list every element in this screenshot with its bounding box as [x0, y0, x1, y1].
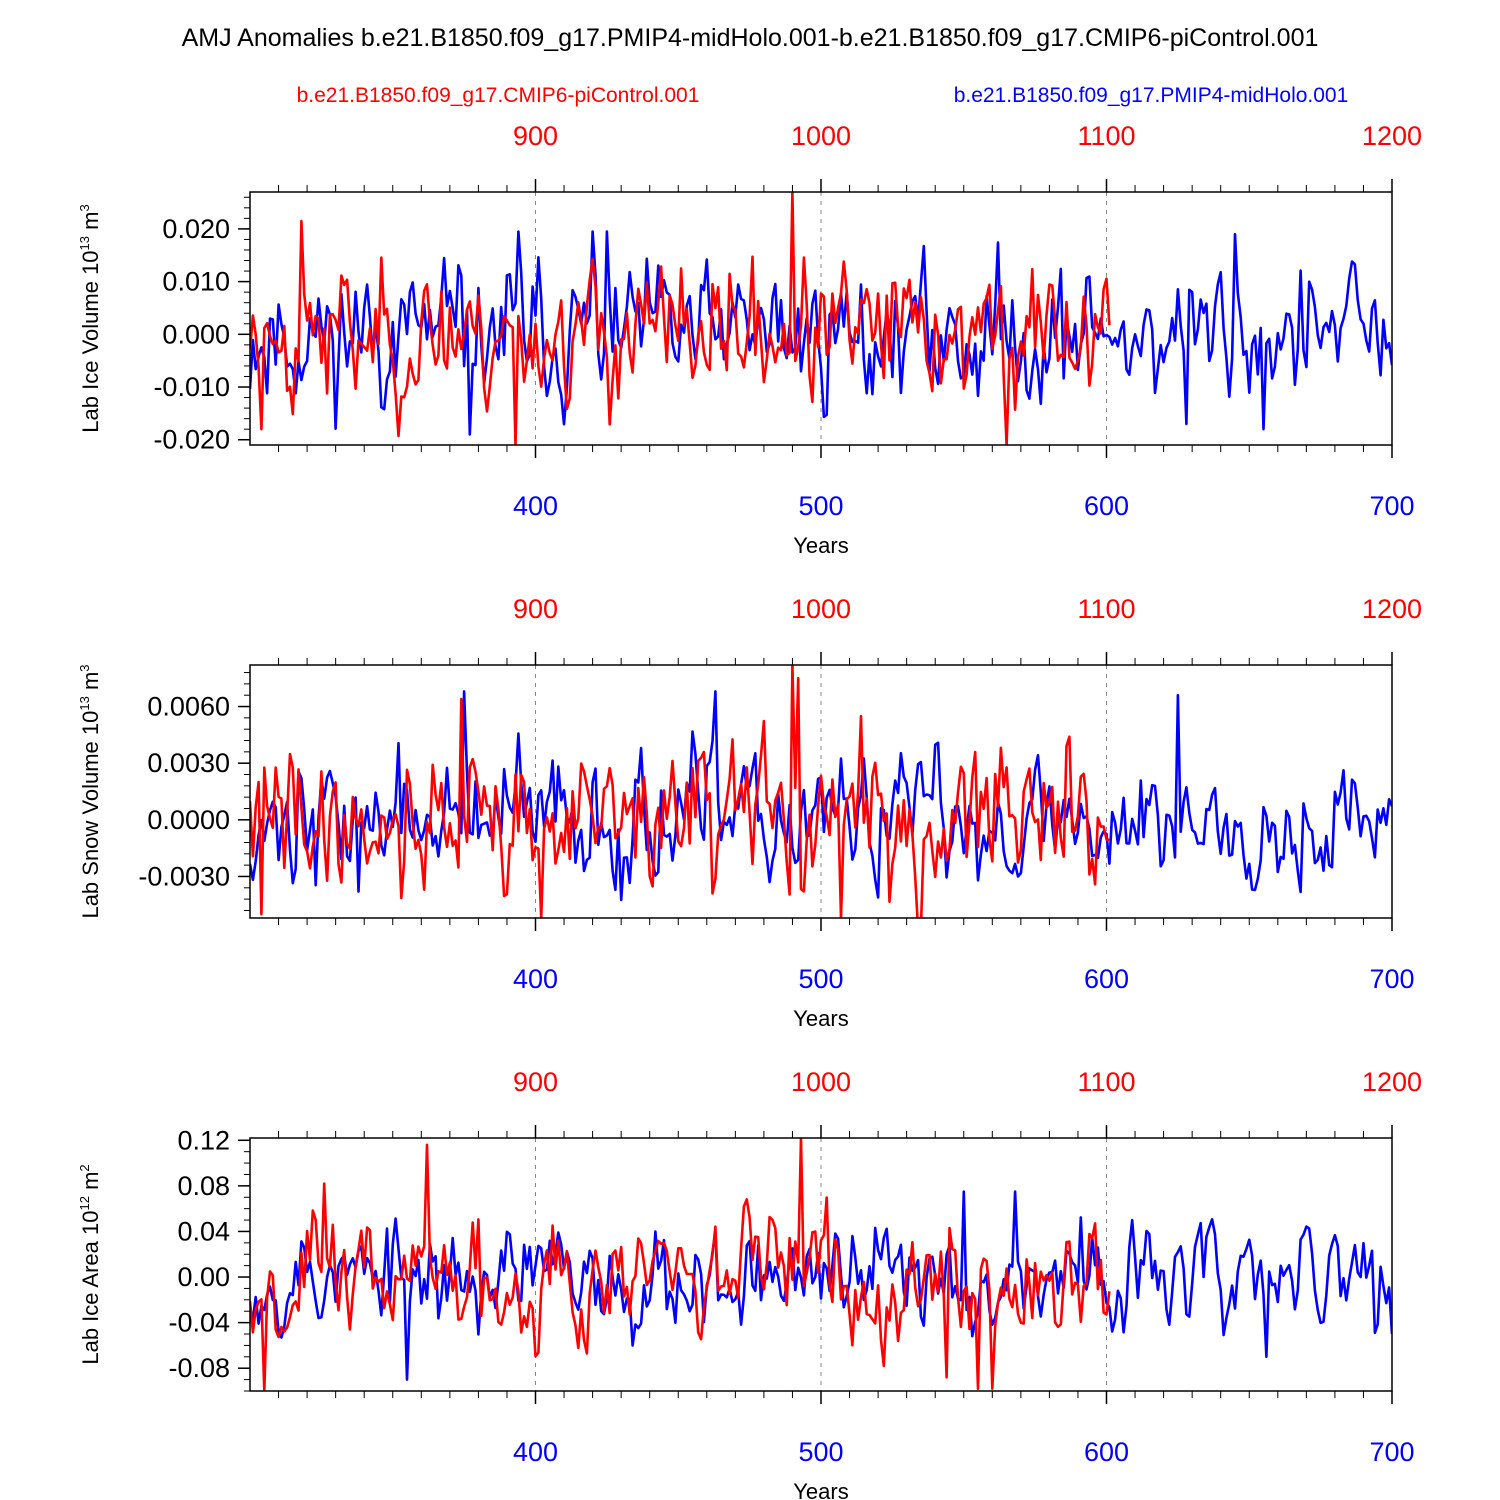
y-tick-label: -0.0030	[138, 861, 230, 891]
x-axis-label: Years	[793, 533, 848, 558]
y-tick-label: -0.08	[168, 1353, 230, 1383]
x-tick-label-bottom: 400	[513, 964, 558, 994]
y-tick-label: 0.0060	[147, 692, 230, 722]
x-tick-label-bottom: 500	[798, 964, 843, 994]
y-tick-label: 0.0000	[147, 805, 230, 835]
y-tick-label: 0.010	[162, 267, 230, 297]
y-tick-label: -0.010	[153, 372, 230, 402]
y-tick-label: 0.04	[177, 1216, 230, 1246]
y-tick-label: -0.020	[153, 425, 230, 455]
x-tick-label-top: 1200	[1362, 594, 1422, 624]
x-tick-label-bottom: 700	[1369, 964, 1414, 994]
x-tick-label-bottom: 400	[513, 1437, 558, 1467]
y-axis-label: Lab Ice Volume 1013 m3	[77, 204, 103, 432]
x-tick-label-bottom: 700	[1369, 491, 1414, 521]
x-axis-label: Years	[793, 1006, 848, 1031]
y-axis-label: Lab Ice Area 1012 m2	[77, 1164, 103, 1364]
x-tick-label-top: 1000	[791, 1067, 851, 1097]
x-tick-label-top: 1000	[791, 121, 851, 151]
x-tick-label-top: 1200	[1362, 1067, 1422, 1097]
y-axis-label: Lab Snow Volume 1013 m3	[77, 664, 103, 918]
x-axis-label: Years	[793, 1479, 848, 1500]
panels-group: -0.020 -0.010 0.000 0.010 0.020 400 500 600 700 9…	[77, 121, 1422, 1500]
y-tick-label: 0.08	[177, 1171, 230, 1201]
x-tick-label-bottom: 600	[1084, 964, 1129, 994]
series-line-midholo	[250, 1190, 1392, 1381]
panel-2: -0.0030 0.0000 0.0030 0.0060 400 500 600 700 900…	[77, 594, 1422, 1031]
x-tick-label-bottom: 600	[1084, 491, 1129, 521]
panel-1: -0.020 -0.010 0.000 0.010 0.020 400 500 600 700 9…	[77, 121, 1422, 558]
x-tick-label-top: 1200	[1362, 121, 1422, 151]
x-tick-label-top: 900	[513, 121, 558, 151]
x-tick-label-top: 900	[513, 1067, 558, 1097]
x-tick-label-bottom: 400	[513, 491, 558, 521]
y-tick-label: 0.0030	[147, 748, 230, 778]
y-tick-label: 0.020	[162, 214, 230, 244]
y-tick-label: -0.04	[168, 1308, 230, 1338]
x-tick-label-top: 900	[513, 594, 558, 624]
x-tick-label-bottom: 500	[798, 1437, 843, 1467]
y-tick-label: 0.00	[177, 1262, 230, 1292]
y-tick-label: 0.000	[162, 319, 230, 349]
figure-title: AMJ Anomalies b.e21.B1850.f09_g17.PMIP4-…	[182, 24, 1319, 52]
series-line-control	[250, 665, 1110, 918]
series-line-control	[250, 192, 1111, 445]
y-tick-label: 0.12	[177, 1125, 230, 1155]
x-tick-label-top: 1100	[1077, 121, 1135, 151]
series-line-control	[250, 1138, 1111, 1391]
x-tick-label-top: 1100	[1077, 594, 1135, 624]
legend-control-label: b.e21.B1850.f09_g17.CMIP6-piControl.001	[297, 84, 700, 107]
x-tick-label-top: 1100	[1077, 1067, 1135, 1097]
legend-midholo-label: b.e21.B1850.f09_g17.PMIP4-midHolo.001	[954, 84, 1349, 107]
x-tick-label-top: 1000	[791, 594, 851, 624]
x-tick-label-bottom: 700	[1369, 1437, 1414, 1467]
x-tick-label-bottom: 600	[1084, 1437, 1129, 1467]
panel-3: -0.08 -0.04 0.00 0.04 0.08 0.12 400 500 600 700 90…	[77, 1067, 1422, 1500]
x-tick-label-bottom: 500	[798, 491, 843, 521]
